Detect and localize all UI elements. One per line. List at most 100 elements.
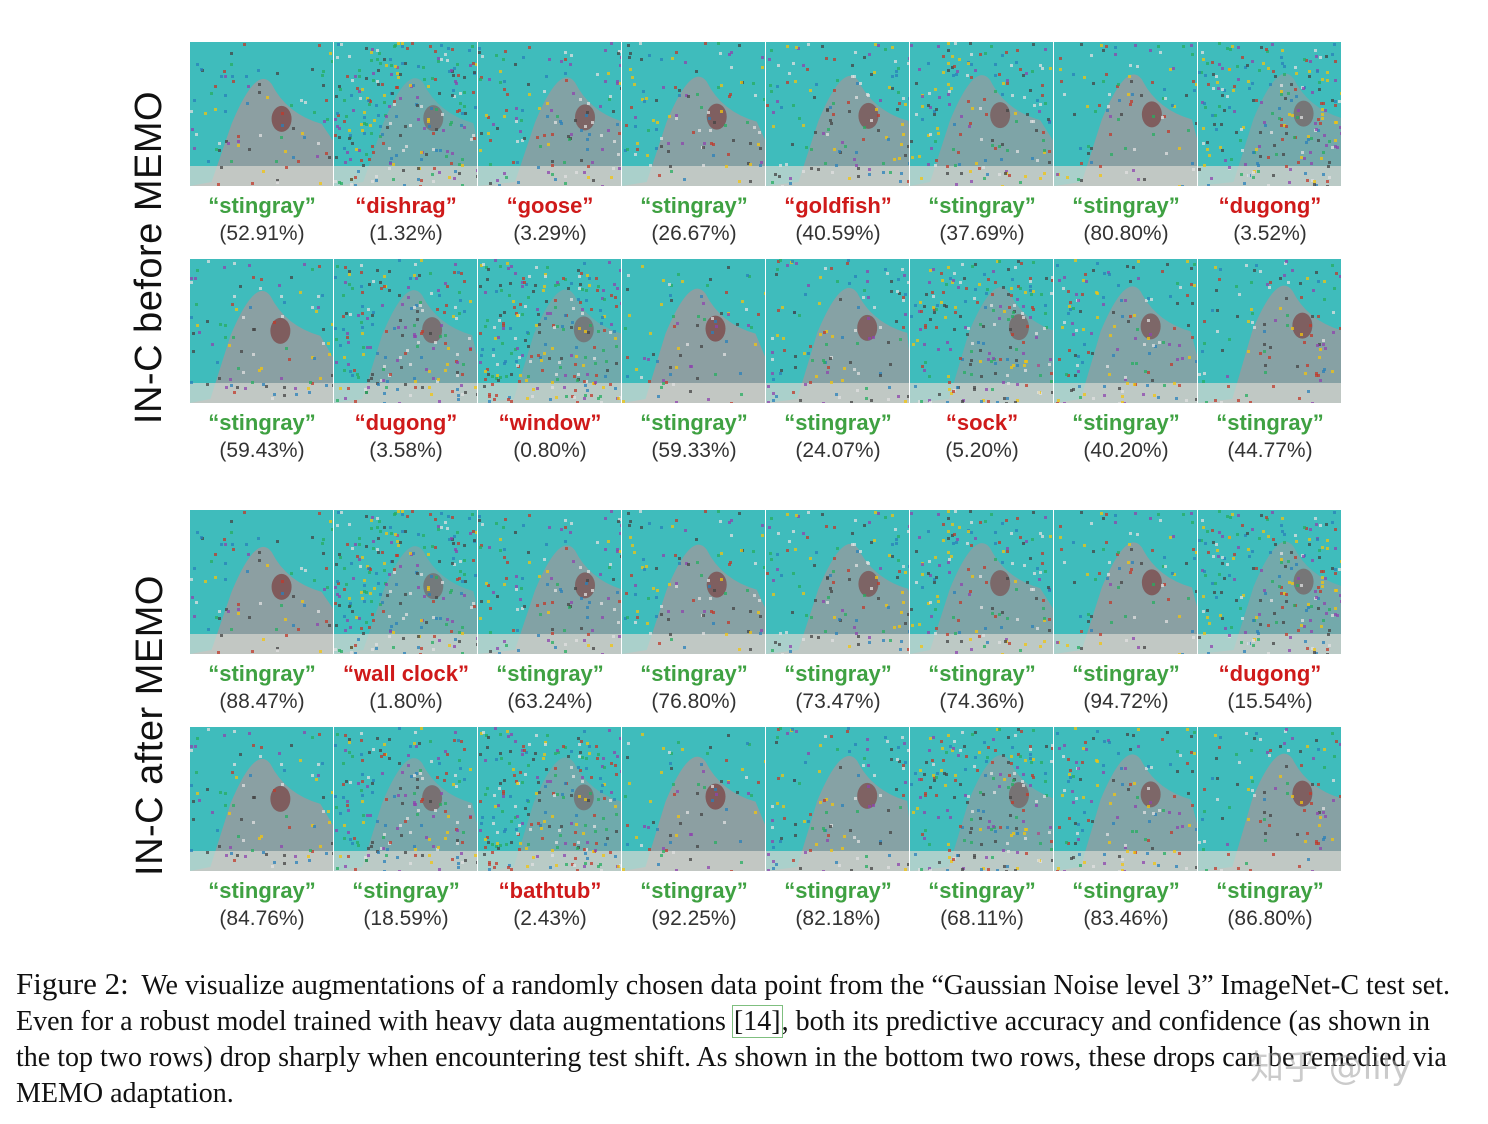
predicted-label: “stingray” [1072, 878, 1180, 903]
prediction-caption: “dishrag” (1.32%) [334, 186, 478, 259]
predicted-label: “stingray” [1072, 193, 1180, 218]
augmented-image [766, 727, 909, 871]
confidence-value: (1.80%) [369, 690, 443, 713]
predicted-label: “dugong” [354, 410, 458, 435]
prediction-caption: “dugong” (15.54%) [1198, 654, 1342, 727]
predicted-label: “window” [498, 410, 602, 435]
predicted-label: “goose” [506, 193, 594, 218]
predicted-label: “sock” [945, 410, 1019, 435]
augmentation-tile [622, 42, 766, 186]
before-rows: “stingray” (52.91%) “dishrag” (1.32%) “goose… [190, 42, 1342, 476]
augmentation-tile [334, 42, 478, 186]
confidence-value: (59.33%) [651, 439, 737, 462]
confidence-value: (59.43%) [219, 439, 305, 462]
prediction-caption: “wall clock” (1.80%) [334, 654, 478, 727]
confidence-value: (24.07%) [795, 439, 881, 462]
prediction-caption: “stingray” (44.77%) [1198, 403, 1342, 476]
augmentation-tile [910, 727, 1054, 871]
confidence-value: (3.58%) [369, 439, 443, 462]
prediction-strip: “stingray” (88.47%) “wall clock” (1.80%) “st… [190, 654, 1342, 727]
augmented-image [766, 259, 909, 403]
augmented-image [622, 510, 765, 654]
prediction-caption: “bathtub” (2.43%) [478, 871, 622, 944]
predicted-label: “stingray” [928, 878, 1036, 903]
predicted-label: “stingray” [1216, 878, 1324, 903]
augmentation-row: “stingray” (59.43%) “dugong” (3.58%) “window… [190, 259, 1342, 476]
augmentation-tile [190, 259, 334, 403]
augmentation-tile [478, 259, 622, 403]
augmentation-tile [1054, 727, 1198, 871]
augmented-image [910, 42, 1053, 186]
predicted-label: “stingray” [208, 193, 316, 218]
prediction-caption: “stingray” (82.18%) [766, 871, 910, 944]
augmented-image [1198, 727, 1341, 871]
augmented-image [334, 510, 477, 654]
augmented-image [190, 259, 333, 403]
augmented-image [1198, 510, 1341, 654]
image-strip [190, 259, 1342, 403]
confidence-value: (86.80%) [1227, 907, 1313, 930]
predicted-label: “stingray” [640, 410, 748, 435]
confidence-value: (83.46%) [1083, 907, 1169, 930]
augmentation-tile [190, 510, 334, 654]
prediction-caption: “stingray” (68.11%) [910, 871, 1054, 944]
augmentation-tile [334, 510, 478, 654]
confidence-value: (37.69%) [939, 222, 1025, 245]
confidence-value: (5.20%) [945, 439, 1019, 462]
citation-link[interactable]: [14] [731, 1005, 783, 1038]
augmentation-tile [1198, 259, 1342, 403]
before-memo-section: IN-C before MEMO “stingray” (52.91%) “dish… [120, 42, 1350, 472]
augmentation-tile [766, 42, 910, 186]
augmented-image [1054, 727, 1197, 871]
augmented-image [622, 42, 765, 186]
prediction-caption: “stingray” (76.80%) [622, 654, 766, 727]
predicted-label: “stingray” [208, 661, 316, 686]
augmented-image [190, 727, 333, 871]
predicted-label: “dugong” [1218, 661, 1322, 686]
augmentation-row: “stingray” (88.47%) “wall clock” (1.80%) “st… [190, 510, 1342, 727]
confidence-value: (88.47%) [219, 690, 305, 713]
augmented-image [1198, 259, 1341, 403]
prediction-strip: “stingray” (59.43%) “dugong” (3.58%) “window… [190, 403, 1342, 476]
confidence-value: (0.80%) [513, 439, 587, 462]
confidence-value: (82.18%) [795, 907, 881, 930]
prediction-caption: “stingray” (59.43%) [190, 403, 334, 476]
caption-text-1: We visualize augmentations of a randomly… [16, 970, 1450, 1037]
predicted-label: “stingray” [784, 878, 892, 903]
confidence-value: (3.29%) [513, 222, 587, 245]
confidence-value: (92.25%) [651, 907, 737, 930]
predicted-label: “bathtub” [498, 878, 602, 903]
prediction-caption: “stingray” (37.69%) [910, 186, 1054, 259]
augmented-image [1054, 259, 1197, 403]
predicted-label: “stingray” [640, 193, 748, 218]
augmentation-tile [190, 727, 334, 871]
augmented-image [334, 259, 477, 403]
predicted-label: “goldfish” [784, 193, 892, 218]
predicted-label: “stingray” [1216, 410, 1324, 435]
predicted-label: “stingray” [784, 410, 892, 435]
predicted-label: “stingray” [640, 878, 748, 903]
augmentation-tile [334, 259, 478, 403]
confidence-value: (44.77%) [1227, 439, 1313, 462]
confidence-value: (15.54%) [1227, 690, 1313, 713]
predicted-label: “stingray” [208, 410, 316, 435]
augmentation-tile [766, 259, 910, 403]
predicted-label: “stingray” [928, 193, 1036, 218]
section-label-before: IN-C before MEMO [128, 90, 171, 424]
confidence-value: (1.32%) [369, 222, 443, 245]
augmentation-tile [622, 259, 766, 403]
after-rows: “stingray” (88.47%) “wall clock” (1.80%) “st… [190, 510, 1342, 944]
prediction-caption: “stingray” (52.91%) [190, 186, 334, 259]
prediction-caption: “stingray” (40.20%) [1054, 403, 1198, 476]
section-label-after: IN-C after MEMO [128, 574, 171, 876]
confidence-value: (3.52%) [1233, 222, 1307, 245]
prediction-caption: “dugong” (3.58%) [334, 403, 478, 476]
prediction-strip: “stingray” (52.91%) “dishrag” (1.32%) “goose… [190, 186, 1342, 259]
image-strip [190, 42, 1342, 186]
prediction-caption: “stingray” (18.59%) [334, 871, 478, 944]
augmented-image [622, 727, 765, 871]
predicted-label: “stingray” [1072, 410, 1180, 435]
augmented-image [1054, 510, 1197, 654]
confidence-value: (63.24%) [507, 690, 593, 713]
predicted-label: “wall clock” [343, 661, 469, 686]
